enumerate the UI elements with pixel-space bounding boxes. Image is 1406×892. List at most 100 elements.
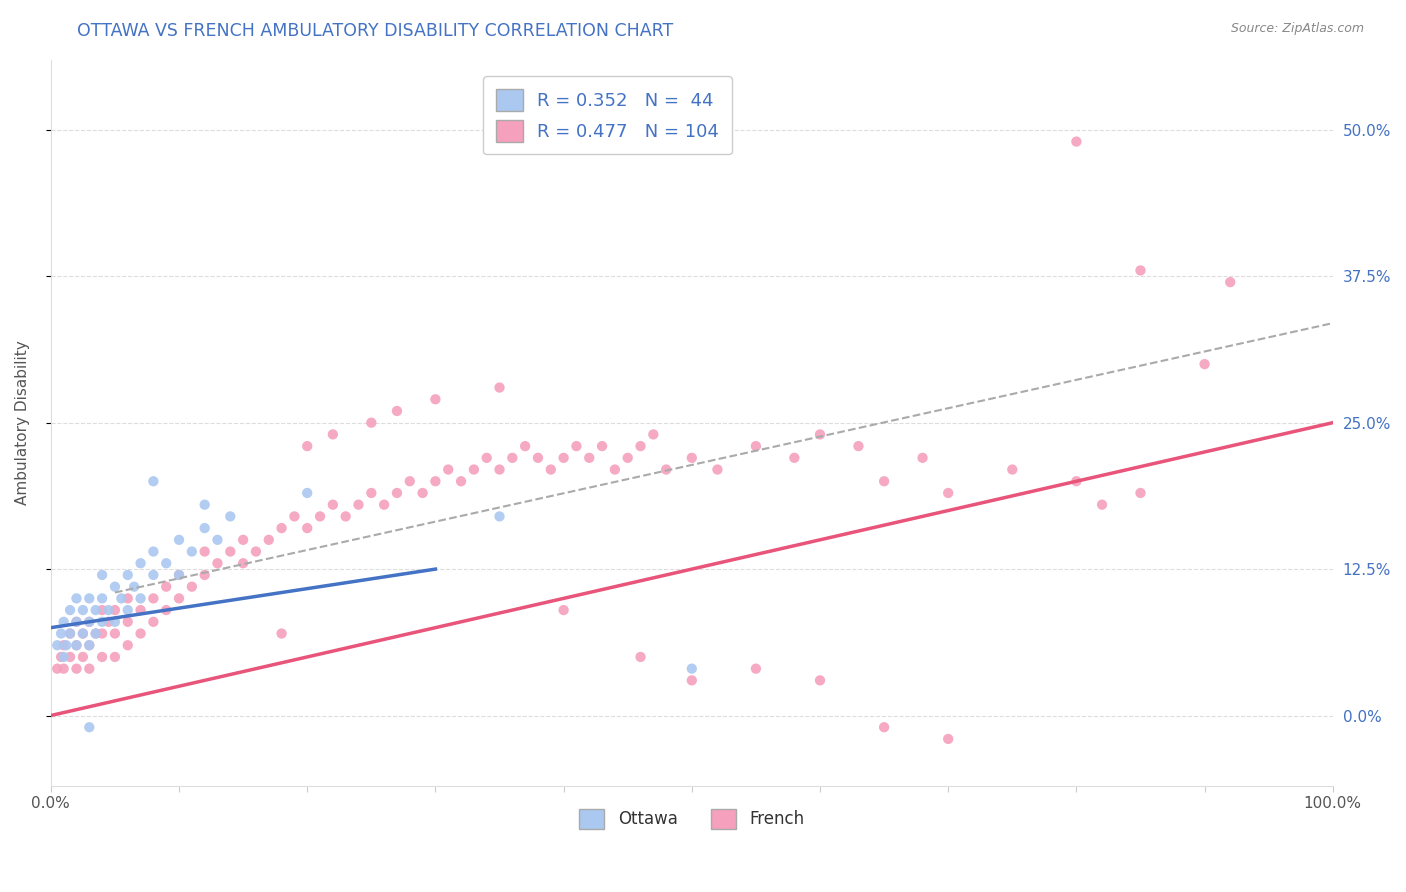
Point	[79, 720, 101, 734]
Text: OTTAWA VS FRENCH AMBULATORY DISABILITY CORRELATION CHART: OTTAWA VS FRENCH AMBULATORY DISABILITY C…	[77, 22, 673, 40]
Point	[79, 591, 101, 606]
Point	[681, 673, 703, 688]
Point	[488, 462, 510, 476]
Point	[65, 591, 87, 606]
Point	[142, 591, 165, 606]
Point	[194, 498, 217, 512]
Point	[46, 662, 69, 676]
Point	[297, 521, 319, 535]
Point	[122, 580, 145, 594]
Point	[59, 603, 82, 617]
Point	[155, 603, 177, 617]
Point	[104, 580, 127, 594]
Point	[194, 568, 217, 582]
Point	[84, 603, 107, 617]
Point	[373, 498, 395, 512]
Point	[655, 462, 678, 476]
Point	[808, 427, 831, 442]
Point	[194, 544, 217, 558]
Point	[117, 603, 139, 617]
Point	[412, 486, 434, 500]
Point	[52, 615, 75, 629]
Point	[117, 638, 139, 652]
Point	[1066, 475, 1088, 489]
Point	[142, 615, 165, 629]
Point	[117, 591, 139, 606]
Point	[1219, 275, 1241, 289]
Point	[167, 533, 190, 547]
Point	[129, 591, 152, 606]
Point	[129, 626, 152, 640]
Point	[488, 380, 510, 394]
Point	[104, 603, 127, 617]
Point	[297, 439, 319, 453]
Point	[91, 626, 114, 640]
Point	[385, 486, 408, 500]
Point	[91, 603, 114, 617]
Point	[207, 556, 229, 570]
Point	[91, 649, 114, 664]
Point	[1001, 462, 1024, 476]
Y-axis label: Ambulatory Disability: Ambulatory Disability	[15, 341, 30, 505]
Point	[155, 556, 177, 570]
Point	[110, 591, 132, 606]
Point	[84, 626, 107, 640]
Point	[527, 450, 550, 465]
Point	[578, 450, 600, 465]
Point	[72, 626, 94, 640]
Point	[501, 450, 523, 465]
Point	[706, 462, 728, 476]
Point	[745, 439, 768, 453]
Point	[309, 509, 332, 524]
Point	[360, 416, 382, 430]
Text: Source: ZipAtlas.com: Source: ZipAtlas.com	[1230, 22, 1364, 36]
Point	[848, 439, 870, 453]
Point	[59, 649, 82, 664]
Point	[91, 615, 114, 629]
Point	[129, 603, 152, 617]
Point	[97, 603, 120, 617]
Point	[425, 475, 447, 489]
Point	[873, 720, 896, 734]
Point	[219, 509, 242, 524]
Point	[283, 509, 305, 524]
Point	[450, 475, 472, 489]
Point	[167, 568, 190, 582]
Point	[1091, 498, 1114, 512]
Point	[257, 533, 280, 547]
Point	[49, 626, 72, 640]
Point	[142, 475, 165, 489]
Point	[52, 662, 75, 676]
Point	[565, 439, 588, 453]
Point	[347, 498, 370, 512]
Point	[515, 439, 537, 453]
Point	[398, 475, 420, 489]
Point	[65, 638, 87, 652]
Point	[65, 615, 87, 629]
Point	[91, 568, 114, 582]
Point	[745, 662, 768, 676]
Point	[360, 486, 382, 500]
Point	[1129, 263, 1152, 277]
Point	[79, 615, 101, 629]
Point	[630, 649, 652, 664]
Point	[553, 450, 575, 465]
Point	[49, 649, 72, 664]
Point	[322, 498, 344, 512]
Point	[873, 475, 896, 489]
Point	[91, 591, 114, 606]
Point	[540, 462, 562, 476]
Point	[245, 544, 267, 558]
Point	[180, 580, 202, 594]
Point	[104, 615, 127, 629]
Point	[425, 392, 447, 407]
Point	[142, 544, 165, 558]
Point	[270, 521, 292, 535]
Point	[385, 404, 408, 418]
Point	[79, 638, 101, 652]
Point	[79, 638, 101, 652]
Point	[591, 439, 613, 453]
Point	[603, 462, 626, 476]
Point	[65, 615, 87, 629]
Point	[488, 509, 510, 524]
